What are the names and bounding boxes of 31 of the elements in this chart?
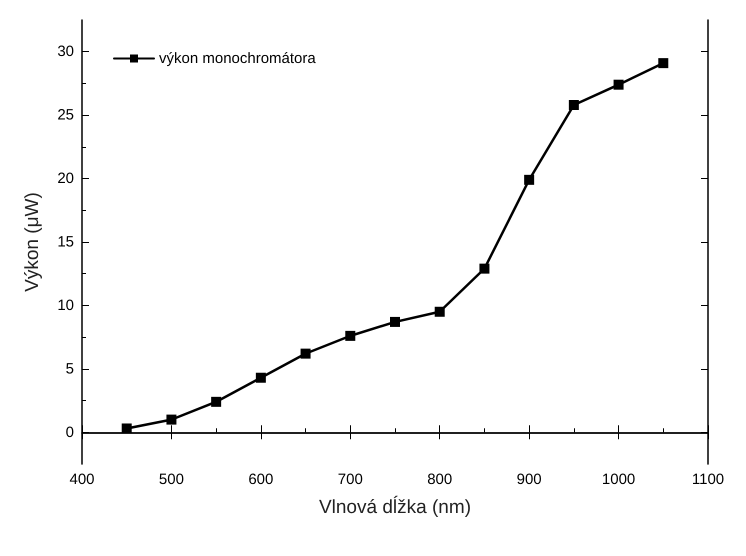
- x-tick-label: 800: [427, 471, 452, 488]
- y-tick-label: 25: [57, 106, 74, 124]
- point: [614, 80, 624, 90]
- x-tick-label: 700: [338, 471, 363, 488]
- legend-label: výkon monochromátora: [159, 50, 316, 67]
- x-tick-label: 400: [69, 471, 95, 488]
- point: [166, 414, 176, 425]
- y-tick-label: 20: [57, 170, 74, 188]
- point: [211, 396, 222, 407]
- point: [479, 264, 490, 274]
- point: [524, 174, 534, 185]
- x-tick-label: 600: [248, 471, 274, 488]
- y-tick-label: 15: [57, 234, 74, 250]
- point: [390, 316, 400, 327]
- y-tick-label: 10: [57, 296, 74, 314]
- x-tick-label: 900: [516, 471, 542, 488]
- x-tick-label: 1100: [692, 471, 724, 488]
- point: [256, 372, 266, 383]
- point: [122, 423, 132, 434]
- point: [345, 330, 356, 341]
- point: [658, 58, 668, 68]
- point: [434, 306, 445, 317]
- y-tick-label: 0: [66, 424, 74, 441]
- x-tick-label: 500: [158, 471, 184, 488]
- point: [568, 100, 579, 110]
- y-tick-label: 5: [66, 360, 74, 378]
- y-tick-label: 30: [57, 43, 74, 60]
- x-tick-label: 1000: [602, 471, 636, 488]
- y-axis-title: Výkon (μW): [22, 192, 43, 292]
- x-axis-title: Vlnová dĺžka (nm): [318, 495, 472, 518]
- point: [300, 348, 311, 359]
